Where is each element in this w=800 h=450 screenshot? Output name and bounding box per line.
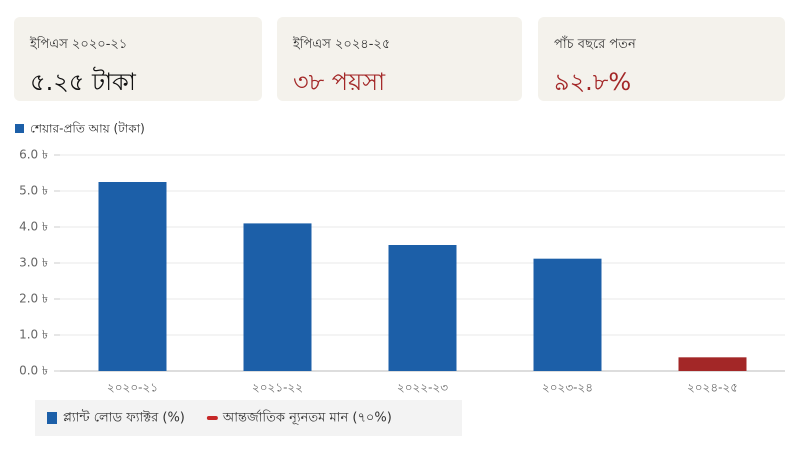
bar (243, 223, 312, 371)
y-tick-label: 0.0 ৳ (19, 364, 48, 378)
bar (98, 182, 167, 371)
kpi-label: পাঁচ বছরে পতন (554, 37, 636, 52)
kpi-card: ইপিএস ২০২০-২১ ৫.২৫ টাকা (14, 17, 262, 101)
x-tick-label: ২০২২-২৩ (397, 381, 448, 395)
y-tick-label: 6.0 ৳ (19, 148, 48, 162)
kpi-value: ৫.২৫ টাকা (30, 68, 136, 96)
legend-label: আন্তর্জাতিক ন্যূনতম মান (৭০%) (222, 410, 392, 426)
bar (388, 245, 457, 371)
legend-swatch (15, 124, 24, 133)
bar (533, 258, 602, 371)
legend-label: প্ল্যান্ট লোড ফ্যাক্টর (%) (63, 410, 185, 426)
y-tick-label: 5.0 ৳ (19, 184, 48, 198)
x-tick-label: ২০২৪-২৫ (687, 381, 738, 395)
y-tick-label: 4.0 ৳ (19, 220, 48, 234)
kpi-value: ৩৮ পয়সা (293, 68, 386, 96)
bar (678, 357, 747, 371)
legend-label: শেয়ার-প্রতি আয় (টাকা) (30, 122, 145, 136)
kpi-value: ৯২.৮% (554, 68, 632, 96)
kpi-label: ইপিএস ২০২৪-২৫ (293, 37, 391, 52)
x-tick-label: ২০২১-২২ (252, 381, 303, 395)
legend-swatch (47, 412, 57, 424)
legend-swatch (206, 416, 218, 420)
y-tick-label: 1.0 ৳ (19, 328, 48, 342)
y-tick-label: 3.0 ৳ (19, 256, 48, 270)
kpi-card: ইপিএস ২০২৪-২৫ ৩৮ পয়সা (277, 17, 522, 101)
y-tick-label: 2.0 ৳ (19, 292, 48, 306)
x-tick-label: ২০২৩-২৪ (542, 381, 593, 395)
legend-box (35, 400, 462, 436)
kpi-label: ইপিএস ২০২০-২১ (30, 37, 128, 52)
kpi-card: পাঁচ বছরে পতন ৯২.৮% (538, 17, 785, 101)
x-tick-label: ২০২০-২১ (107, 381, 158, 395)
